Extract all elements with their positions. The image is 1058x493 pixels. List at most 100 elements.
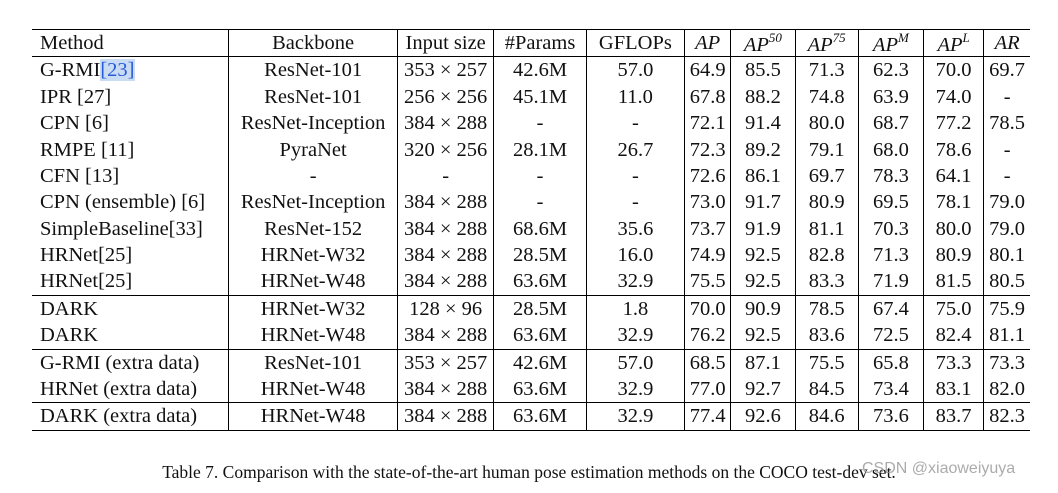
cell-text: 28.5M [512,244,568,267]
table-cell: HRNet-W48 [228,376,398,403]
table-cell: 45.1M [493,83,587,111]
cell-text: 78.6 [935,138,972,161]
cell-text: 384 × 288 [403,244,488,267]
cell-text: 63.6M [512,405,568,428]
column-header-superscript: 75 [832,29,846,45]
cell-text: 42.6M [512,59,568,82]
cell-text: 67.8 [689,85,726,108]
cell-text: 384 × 288 [403,378,488,401]
cell-text: 45.1M [512,85,568,108]
table-cell: 68.5 [684,348,732,377]
table-cell: 384 × 288 [397,110,495,137]
cell-text: 75.5 [689,270,726,293]
cell-text: 91.4 [744,112,781,135]
column-header-label: AP [872,33,898,56]
table-cell: 74.0 [923,83,985,111]
table-cell: 65.8 [858,348,925,377]
cell-text: 89.2 [744,138,781,161]
table-cell: 81.1 [795,215,859,243]
column-header: AP75 [795,28,859,58]
cell-text: 63.6M [512,270,568,293]
cell-text: 353 × 257 [403,351,488,374]
column-header: Backbone [228,28,398,58]
column-header-superscript: 50 [768,29,782,45]
cell-text: 85.5 [744,59,781,82]
cell-text: 353 × 257 [403,59,488,82]
table-cell: 69.7 [795,162,859,190]
method-cell: SimpleBaseline[33] [32,215,230,243]
cell-text: 77.2 [935,112,972,135]
table-cell: 79.0 [984,216,1030,242]
cell-text: HRNet-W48 [260,270,366,293]
cell-text: 64.9 [689,59,726,82]
cell-text: 83.3 [808,270,845,293]
table-cell: 32.9 [586,402,686,431]
cell-text: - [1003,164,1011,187]
cell-text: DARK [40,297,99,320]
cell-text: 80.0 [808,112,845,135]
cell-text: 84.6 [808,405,845,428]
table-cell: 72.3 [684,136,732,163]
table-cell: 91.4 [730,110,796,137]
table-row: DARK HRNet-W48 384 × 288 63.6M 32.9 76.2 92.5 8… [32,322,1030,350]
table-cell: 71.3 [858,242,925,269]
cell-text: 77.4 [689,405,726,428]
table-cell: 77.2 [923,110,985,137]
cell-text: 73.0 [689,191,726,214]
column-header: Input size [397,28,495,58]
cell-text: 92.6 [744,405,781,428]
table-cell: 32.9 [586,268,686,296]
table-cell: 70.3 [858,215,925,243]
table-cell: - [493,189,587,216]
table-cell: 63.6M [493,322,587,350]
table-cell: 83.6 [795,322,859,350]
cell-text: 32.9 [617,378,654,401]
table-cell: 42.6M [493,348,587,377]
cell-text: 76.2 [689,324,726,347]
column-header: Method [32,28,230,58]
table-cell: HRNet-W48 [228,322,398,350]
table-cell: 79.0 [984,189,1030,215]
cell-text: ResNet-101 [264,59,363,82]
column-header-label: AP [695,31,721,54]
table-cell: - [984,163,1030,189]
table-cell: 73.3 [983,348,1030,377]
table-cell: PyraNet [228,136,398,163]
table-cell: - [984,137,1030,163]
table-cell: HRNet-W32 [228,242,398,269]
cell-text: 79.0 [989,217,1026,240]
cell-text: 81.5 [935,270,972,293]
cell-text: 91.7 [744,191,781,214]
cell-text: 256 × 256 [403,85,488,108]
cell-text: 82.0 [989,378,1026,401]
cell-text: 63.6M [512,378,568,401]
table-cell: 62.3 [858,56,925,84]
cell-text: - [309,164,317,187]
table-cell: 82.8 [795,242,859,269]
table-cell: 92.5 [730,322,796,350]
table-cell: - [397,162,495,190]
cell-text: 72.5 [872,324,909,347]
citation-ref[interactable]: [23] [100,59,135,82]
cell-text: 82.8 [808,244,845,267]
table-cell: 67.4 [858,294,925,323]
table-cell: 75.5 [795,348,859,377]
table-cell: - [586,110,686,137]
cell-text: 78.1 [935,191,972,214]
cell-text: DARK (extra data) [40,405,198,428]
table-cell: 57.0 [586,348,686,377]
cell-text: 75.9 [989,297,1026,320]
cell-text: - [1003,138,1011,161]
method-cell: CPN (ensemble) [6] [32,189,230,216]
cell-text: 92.5 [744,270,781,293]
cell-text: 74.8 [808,85,845,108]
cell-text: 26.7 [617,138,654,161]
table-cell: ResNet-101 [228,56,398,84]
cell-text: 384 × 288 [403,270,488,293]
column-header: APM [858,28,925,58]
cell-text: 70.3 [872,217,909,240]
table-cell: 320 × 256 [397,136,495,163]
cell-text: - [1003,85,1011,108]
cell-text: 63.9 [872,85,909,108]
cell-text: HRNet-W32 [260,297,366,320]
